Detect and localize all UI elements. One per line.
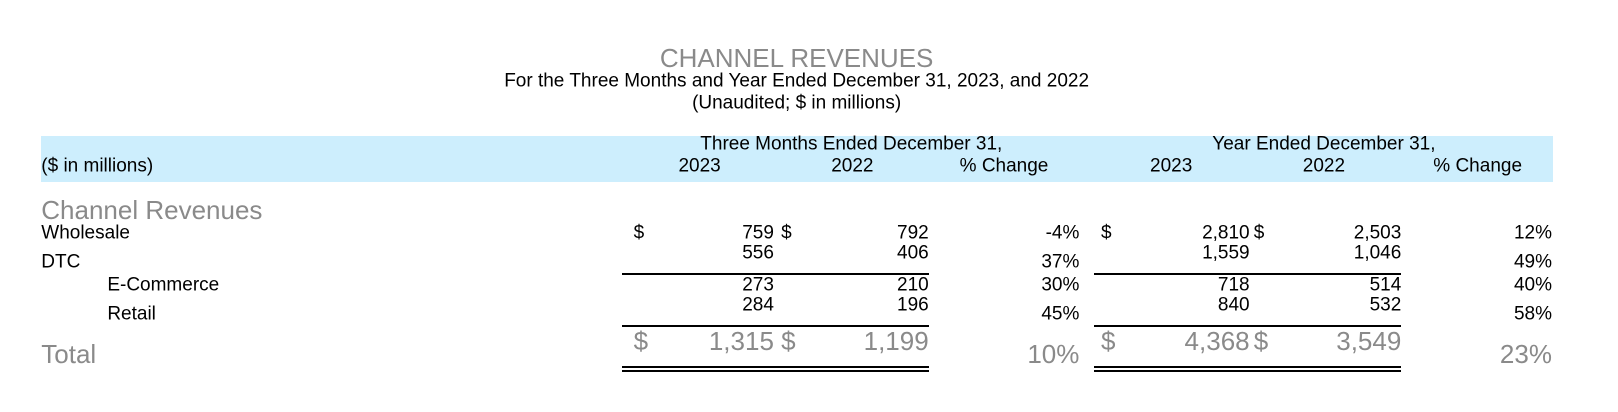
percent-change: 49% [1513, 251, 1552, 273]
header-band [41, 136, 1553, 182]
row-label: Wholesale [41, 222, 130, 244]
percent-change: 45% [1041, 303, 1080, 325]
column-header: % Change [959, 155, 1049, 177]
currency-symbol: $ [781, 326, 796, 356]
row-label: Retail [107, 303, 156, 325]
currency-symbol: $ [781, 222, 792, 244]
group-header: Year Ended December 31, [1212, 133, 1436, 155]
percent-change: 58% [1513, 303, 1552, 325]
row-label: DTC [41, 251, 81, 273]
amount: 196 [897, 294, 929, 316]
amount: 3,549 [1336, 326, 1402, 356]
amount: 840 [1217, 294, 1250, 316]
amount: 556 [742, 242, 774, 264]
amount: 273 [742, 274, 774, 296]
currency-symbol: $ [1253, 326, 1269, 356]
amount: 1,046 [1353, 242, 1402, 264]
column-header: 2022 [1302, 155, 1346, 177]
amount: 1,199 [863, 326, 929, 356]
column-header: % Change [1433, 155, 1523, 177]
row-label: E-Commerce [107, 274, 220, 296]
group-header: Three Months Ended December 31, [700, 133, 1003, 155]
note: (Unaudited; $ in millions) [692, 92, 902, 114]
amount: 532 [1369, 294, 1402, 316]
row-label: Total [41, 339, 97, 369]
subtitle: For the Three Months and Year Ended Dece… [504, 70, 1090, 92]
amount: 1,559 [1202, 242, 1250, 264]
currency-symbol: $ [633, 326, 649, 356]
percent-change: 40% [1513, 274, 1552, 296]
amount: 2,810 [1202, 222, 1250, 244]
currency-symbol: $ [1101, 222, 1112, 244]
percent-change: 23% [1499, 339, 1552, 369]
currency-symbol: $ [1253, 222, 1265, 244]
percent-change: 37% [1041, 251, 1080, 273]
column-header: 2023 [678, 155, 721, 177]
rule-line [1093, 273, 1402, 275]
amount: 4,368 [1184, 326, 1250, 356]
amount: 792 [897, 222, 929, 244]
amount: 514 [1369, 274, 1402, 296]
amount: 1,315 [708, 326, 774, 356]
rule-line [1093, 366, 1402, 368]
rule-line [622, 370, 929, 372]
amount: 718 [1217, 274, 1250, 296]
amount: 2,503 [1353, 222, 1402, 244]
title: CHANNEL REVENUES [659, 43, 934, 73]
percent-change: 12% [1513, 222, 1552, 244]
rule-line [622, 366, 929, 368]
percent-change: -4% [1045, 222, 1080, 244]
amount: 406 [897, 242, 929, 264]
percent-change: 30% [1041, 274, 1080, 296]
unit-label: ($ in millions) [41, 155, 154, 177]
column-header: 2023 [1150, 155, 1193, 177]
rule-line [622, 273, 929, 275]
percent-change: 10% [1027, 339, 1080, 369]
rule-line [622, 325, 929, 327]
amount: 284 [742, 294, 774, 316]
amount: 759 [742, 222, 774, 244]
currency-symbol: $ [633, 222, 645, 244]
column-header: 2022 [831, 155, 874, 177]
rule-line [1093, 370, 1402, 372]
rule-line [1093, 325, 1402, 327]
section-label: Channel Revenues [41, 195, 263, 225]
amount: 210 [897, 274, 929, 296]
currency-symbol: $ [1101, 326, 1116, 356]
